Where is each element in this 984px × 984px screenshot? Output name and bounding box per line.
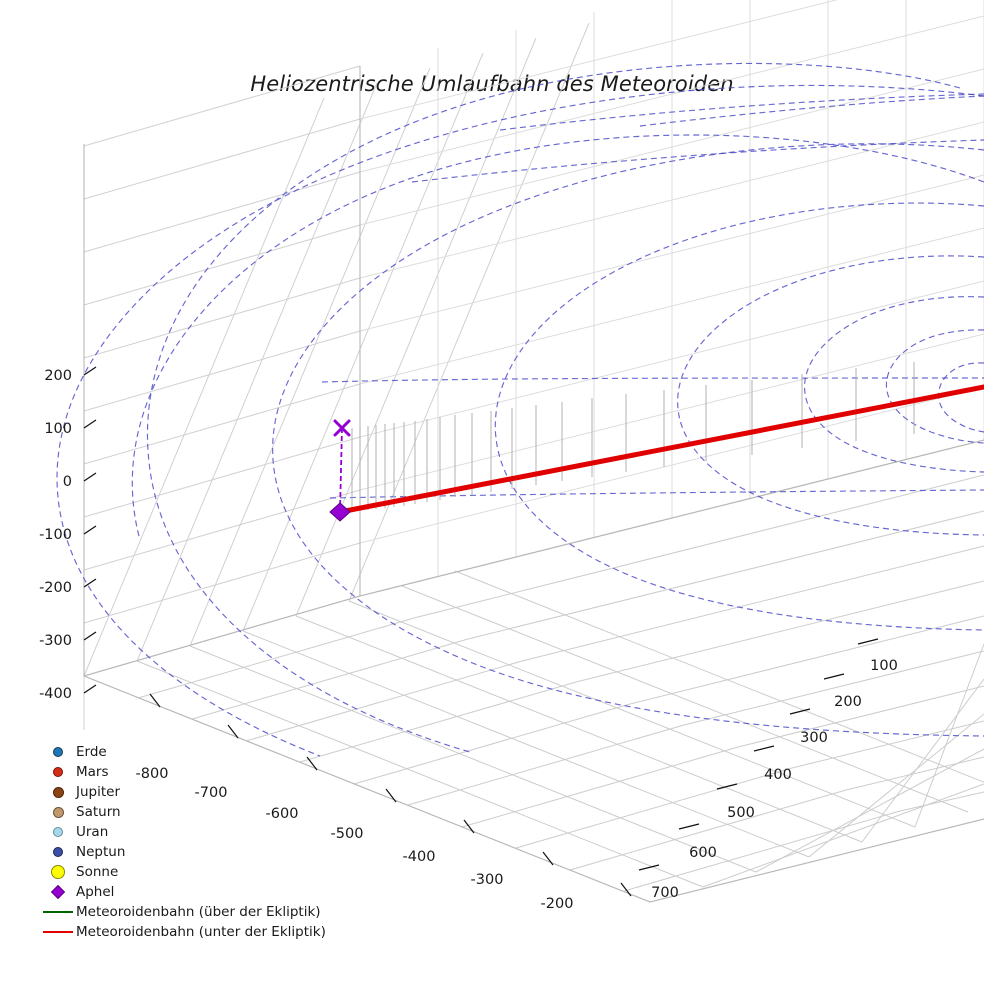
aphel-diamond-marker	[329, 502, 351, 522]
legend-item-label: Meteoroidenbahn (über der Ekliptik)	[76, 904, 321, 920]
circle-marker-icon	[52, 806, 64, 818]
legend-item-label: Mars	[76, 764, 109, 780]
legend-item-label: Uran	[76, 824, 109, 840]
y-tick-label: 500	[727, 805, 755, 821]
legend-marker-cell	[40, 884, 76, 900]
line-swatch-icon	[43, 931, 73, 933]
legend-item-label: Meteoroidenbahn (unter der Ekliptik)	[76, 924, 326, 940]
legend-item[interactable]: Mars	[40, 762, 340, 782]
legend-item[interactable]: Neptun	[40, 842, 340, 862]
diamond-marker-icon	[50, 884, 66, 900]
legend-item[interactable]: Erde	[40, 742, 340, 762]
legend-item-label: Erde	[76, 744, 107, 760]
legend-item-label: Sonne	[76, 864, 119, 880]
axis-x-ticks: -800 -700 -600 -500 -400 -300 -200	[136, 693, 632, 912]
circle-marker-icon	[53, 767, 63, 777]
circle-marker-icon	[53, 747, 63, 757]
legend-marker-cell	[40, 786, 76, 798]
z-tick-label: -300	[39, 633, 72, 649]
y-tick-label: 200	[834, 694, 862, 710]
legend-marker-cell	[40, 931, 76, 933]
meteoroid-orbit-below-ecliptic	[337, 384, 984, 515]
x-tick-label: -300	[471, 872, 504, 888]
circle-marker-icon	[53, 827, 63, 837]
legend-marker-cell	[40, 767, 76, 777]
legend-item[interactable]: Meteoroidenbahn (unter der Ekliptik)	[40, 922, 340, 942]
x-tick-label: -800	[136, 766, 169, 782]
page-title: Heliozentrische Umlaufbahn des Meteoroid…	[250, 72, 734, 96]
aphel-connector	[339, 427, 343, 513]
legend-item-label: Aphel	[76, 884, 115, 900]
circle-marker-icon	[52, 786, 64, 798]
axis-y-ticks: 100 200 300 400 500 600 700	[638, 638, 898, 901]
legend-item[interactable]: Meteoroidenbahn (über der Ekliptik)	[40, 902, 340, 922]
circle-marker-icon	[51, 865, 65, 879]
legend-item-label: Jupiter	[76, 784, 121, 800]
y-tick-label: 100	[870, 658, 898, 674]
y-tick-label: 700	[651, 885, 679, 901]
legend-item[interactable]: Aphel	[40, 882, 340, 902]
z-tick-label: 100	[44, 421, 72, 437]
legend-item[interactable]: Sonne	[40, 862, 340, 882]
circle-marker-icon	[53, 847, 63, 857]
legend-marker-cell	[40, 827, 76, 837]
legend-item-label: Saturn	[76, 804, 121, 820]
legend-marker-cell	[40, 806, 76, 818]
axes-pane-bottom-right	[359, 439, 984, 903]
legend-marker-cell	[40, 747, 76, 757]
planet-orbits-far	[321, 93, 984, 499]
projection-stems	[351, 362, 915, 512]
legend-marker-cell	[40, 847, 76, 857]
legend-item[interactable]: Uran	[40, 822, 340, 842]
legend-item[interactable]: Jupiter	[40, 782, 340, 802]
aphel-x-marker	[333, 419, 351, 437]
legend-item[interactable]: Saturn	[40, 802, 340, 822]
legend-marker-cell	[40, 865, 76, 879]
y-tick-label: 600	[689, 845, 717, 861]
z-tick-label: 0	[63, 474, 72, 490]
legend-marker-cell	[40, 911, 76, 913]
y-tick-label: 400	[764, 767, 792, 783]
z-tick-label: -100	[39, 527, 72, 543]
planet-orbits	[56, 62, 984, 757]
z-tick-label: 200	[44, 368, 72, 384]
axis-z-ticks: 200 100 0 -100 -200 -300 -400	[39, 366, 97, 702]
z-tick-label: -200	[39, 580, 72, 596]
x-tick-label: -600	[266, 806, 299, 822]
axes-wall-back	[359, 0, 984, 597]
x-tick-label: -700	[195, 785, 228, 801]
x-tick-label: -400	[403, 849, 436, 865]
line-swatch-icon	[43, 911, 73, 913]
axes-wall-left	[83, 22, 590, 730]
x-tick-label: -200	[541, 896, 574, 912]
x-tick-label: -500	[331, 826, 364, 842]
legend: Erde Mars Jupiter Saturn Uran Neptun Sonne Aphe…	[40, 742, 340, 942]
y-tick-label: 300	[800, 730, 828, 746]
legend-item-label: Neptun	[76, 844, 126, 860]
z-tick-label: -400	[39, 686, 72, 702]
